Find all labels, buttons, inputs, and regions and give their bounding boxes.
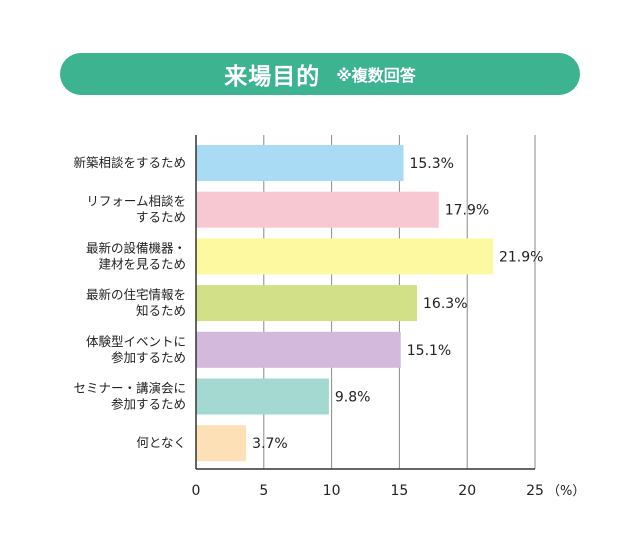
bar xyxy=(196,238,493,275)
category-label: 最新の住宅情報を知るため xyxy=(86,287,186,318)
bar-value-label: 17.9% xyxy=(445,203,489,219)
bar xyxy=(196,378,329,415)
bar xyxy=(196,285,418,322)
x-tick-label: 15 xyxy=(390,483,408,499)
x-tick-label: 20 xyxy=(458,483,476,499)
bar-value-label: 15.1% xyxy=(407,343,451,359)
labels: 0 5 10 15 20 25 （%） 15.3% 新築相談をするため 17.9% リフォーム相談を… xyxy=(73,155,585,499)
chart-title: 来場目的 xyxy=(224,64,321,90)
bar xyxy=(196,145,404,181)
x-tick-label: 5 xyxy=(259,483,268,499)
axes xyxy=(195,135,535,470)
bar-value-label: 3.7% xyxy=(252,436,288,452)
bar xyxy=(196,425,247,462)
x-axis-unit: （%） xyxy=(547,484,585,499)
x-tick-label: 0 xyxy=(192,483,201,499)
bar xyxy=(196,191,439,228)
category-label: リフォーム相談をするため xyxy=(86,194,186,225)
x-tick-label: 25 xyxy=(526,483,544,499)
bar-value-label: 9.8% xyxy=(335,390,371,406)
x-tick-label: 10 xyxy=(323,483,341,499)
bar xyxy=(196,331,401,368)
category-label: 体験型イベントに参加するため xyxy=(86,334,186,365)
chart-subtitle: ※複数回答 xyxy=(336,66,416,85)
bar-value-label: 16.3% xyxy=(423,296,467,312)
bar-value-label: 15.3% xyxy=(409,156,453,172)
bar-value-label: 21.9% xyxy=(499,249,543,265)
category-label: 最新の設備機器・建材を見るため xyxy=(86,240,186,271)
category-label: セミナー・講演会に参加するため xyxy=(73,381,186,412)
chart-title-banner: 来場目的 ※複数回答 xyxy=(60,53,580,95)
category-label: 新築相談をするため xyxy=(73,155,186,170)
bars xyxy=(196,145,493,462)
category-label: 何となく xyxy=(136,435,186,450)
